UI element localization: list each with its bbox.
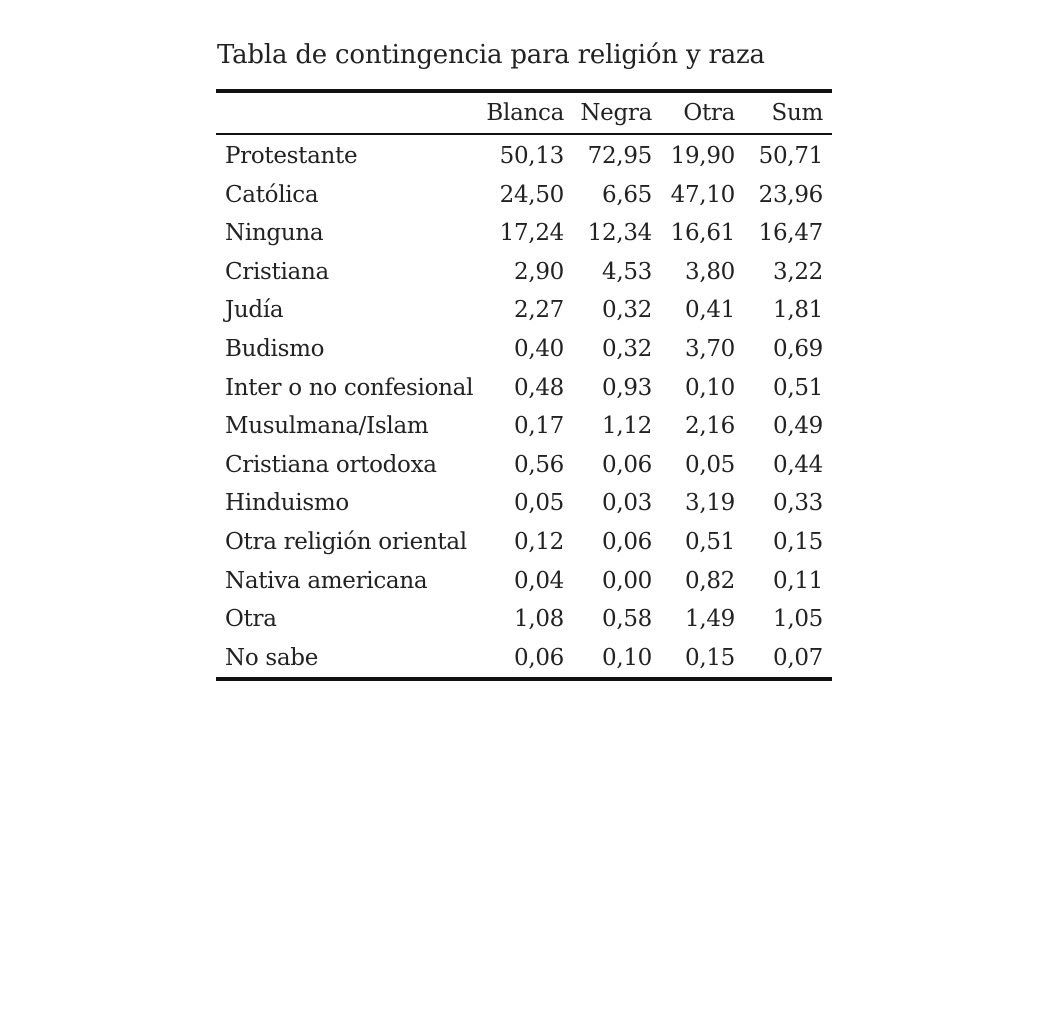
cell-sum: 3,22 (772, 258, 823, 285)
cell-sum: 16,47 (758, 220, 824, 247)
header-row: Blanca Negra Otra Sum (216, 91, 832, 134)
cell-otra: 0,82 (684, 567, 735, 594)
cell-negra: 0,32 (601, 297, 652, 324)
cell-negra: 0,06 (601, 528, 652, 555)
cell-negra: 0,32 (601, 335, 652, 362)
row-label: Ninguna (225, 220, 324, 247)
table-row: Musulmana/Islam 0,17 1,12 2,16 0,49 (216, 407, 832, 446)
cell-blanca: 50,13 (499, 143, 565, 169)
cell-otra: 16,61 (670, 220, 736, 247)
cell-blanca: 2,90 (513, 258, 564, 285)
cell-blanca: 17,24 (499, 220, 565, 247)
header-cell-blanca: Blanca (486, 100, 564, 126)
cell-blanca: 0,04 (513, 567, 564, 594)
cell-blanca: 1,08 (513, 606, 564, 633)
header-cell-otra: Otra (683, 100, 735, 126)
cell-blanca: 0,06 (513, 644, 564, 671)
table-row: Ninguna 17,24 12,34 16,61 16,47 (216, 214, 832, 253)
row-label: Protestante (225, 143, 358, 169)
cell-blanca: 0,17 (513, 413, 564, 440)
cell-negra: 1,12 (601, 413, 652, 440)
cell-otra: 0,41 (684, 297, 735, 324)
cell-sum: 0,15 (772, 528, 823, 555)
cell-negra: 0,06 (601, 451, 652, 478)
table-row: Judía 2,27 0,32 0,41 1,81 (216, 291, 832, 330)
row-label: Nativa americana (225, 567, 428, 594)
table-row: Protestante 50,13 72,95 19,90 50,71 (216, 134, 832, 176)
table-body: Protestante 50,13 72,95 19,90 50,71 Católica 2… (216, 134, 832, 680)
row-label: Inter o no confesional (225, 374, 474, 401)
cell-blanca: 24,50 (499, 181, 565, 208)
cell-blanca: 2,27 (513, 297, 564, 324)
cell-blanca: 0,12 (513, 528, 564, 555)
row-label: No sabe (225, 644, 319, 671)
cell-blanca: 0,56 (513, 451, 564, 478)
cell-blanca: 0,40 (513, 335, 564, 362)
cell-sum: 0,51 (772, 374, 823, 401)
row-label: Budismo (225, 335, 325, 362)
cell-sum: 23,96 (758, 181, 824, 208)
row-label: Otra religión oriental (225, 528, 467, 555)
table-row: Cristiana 2,90 4,53 3,80 3,22 (216, 253, 832, 292)
cell-sum: 0,49 (772, 413, 823, 440)
table-row: Otra religión oriental 0,12 0,06 0,51 0,15 (216, 523, 832, 562)
cell-otra: 0,15 (684, 644, 735, 671)
row-label: Cristiana ortodoxa (225, 451, 437, 478)
cell-blanca: 0,05 (513, 490, 564, 517)
cell-blanca: 0,48 (513, 374, 564, 401)
cell-negra: 0,00 (601, 567, 652, 594)
cell-otra: 2,16 (684, 413, 735, 440)
cell-negra: 0,93 (601, 374, 652, 401)
row-label: Hinduismo (225, 490, 349, 517)
cell-negra: 4,53 (601, 258, 652, 285)
cell-negra: 72,95 (587, 143, 653, 169)
row-label: Otra (225, 606, 277, 633)
table-row: Inter o no confesional 0,48 0,93 0,10 0,51 (216, 369, 832, 408)
table-caption: Tabla de contingencia para religión y ra… (217, 40, 765, 70)
cell-sum: 0,11 (772, 567, 823, 594)
cell-sum: 1,05 (772, 606, 823, 633)
table-row: Católica 24,50 6,65 47,10 23,96 (216, 176, 832, 215)
cell-negra: 0,58 (601, 606, 652, 633)
cell-otra: 0,05 (684, 451, 735, 478)
cell-otra: 0,10 (684, 374, 735, 401)
contingency-table: Blanca Negra Otra Sum Protestante 50,13 72… (216, 89, 832, 681)
cell-otra: 0,51 (684, 528, 735, 555)
cell-sum: 0,33 (772, 490, 823, 517)
table-row: No sabe 0,06 0,10 0,15 0,07 (216, 639, 832, 680)
cell-negra: 0,03 (601, 490, 652, 517)
cell-otra: 3,80 (684, 258, 735, 285)
cell-sum: 1,81 (772, 297, 823, 324)
row-label: Musulmana/Islam (225, 413, 429, 440)
table-row: Hinduismo 0,05 0,03 3,19 0,33 (216, 484, 832, 523)
cell-negra: 6,65 (601, 181, 652, 208)
header-cell-corner (216, 91, 478, 134)
table-row: Budismo 0,40 0,32 3,70 0,69 (216, 330, 832, 369)
table-row: Cristiana ortodoxa 0,56 0,06 0,05 0,44 (216, 446, 832, 485)
row-label: Judía (225, 297, 284, 324)
cell-sum: 0,07 (772, 644, 823, 671)
table-row: Nativa americana 0,04 0,00 0,82 0,11 (216, 562, 832, 601)
table-row: Otra 1,08 0,58 1,49 1,05 (216, 600, 832, 639)
table-header: Blanca Negra Otra Sum (216, 91, 832, 134)
header-cell-sum: Sum (771, 100, 824, 126)
cell-sum: 50,71 (758, 143, 824, 169)
row-label: Católica (225, 181, 319, 208)
cell-otra: 3,19 (684, 490, 735, 517)
row-label: Cristiana (225, 258, 329, 285)
cell-sum: 0,44 (772, 451, 823, 478)
cell-negra: 12,34 (587, 220, 653, 247)
cell-otra: 47,10 (670, 181, 736, 208)
cell-otra: 1,49 (684, 606, 735, 633)
contingency-table-container: Blanca Negra Otra Sum Protestante 50,13 72… (216, 89, 832, 681)
cell-negra: 0,10 (601, 644, 652, 671)
cell-otra: 3,70 (684, 335, 735, 362)
cell-sum: 0,69 (772, 335, 823, 362)
cell-otra: 19,90 (670, 143, 736, 169)
header-cell-negra: Negra (580, 100, 652, 126)
